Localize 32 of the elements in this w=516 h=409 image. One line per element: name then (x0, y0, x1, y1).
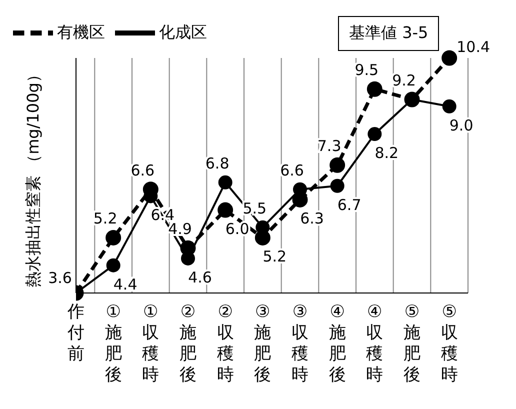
data-label: 8.2 (374, 144, 399, 162)
x-tick-label: ②施肥後 (180, 302, 196, 385)
legend-label: 有機区 (57, 22, 105, 42)
data-label: 6.3 (300, 210, 324, 228)
data-label: 6.6 (130, 161, 155, 180)
x-tick-label: ①施肥後 (104, 302, 122, 385)
data-label: 9.2 (392, 71, 416, 90)
data-label: 4.4 (113, 275, 138, 294)
data-label: 3.6 (48, 269, 72, 287)
data-label: 6.8 (205, 154, 230, 172)
x-tick-label: ③収穫時 (292, 302, 308, 385)
x-tick-label: ①収穫時 (142, 302, 160, 385)
legend-label: 化成区 (159, 22, 207, 42)
x-tick-label: ⑤収穫時 (440, 302, 458, 385)
data-label: 4.6 (188, 268, 212, 286)
data-label: 9.0 (449, 116, 474, 134)
x-tick-label: 作付前 (66, 302, 84, 364)
data-label: 6.0 (225, 220, 250, 238)
data-label: 9.5 (354, 61, 379, 80)
data-label: 5.2 (262, 248, 287, 266)
text: 基準値 3-5 (338, 16, 440, 51)
data-label: 6.7 (337, 196, 362, 214)
data-label: 6.6 (280, 161, 304, 180)
data-label: 5.2 (93, 210, 118, 228)
data-label: 10.4 (456, 38, 490, 56)
x-tick-label: ④施肥後 (328, 302, 346, 385)
y-axis-title: 熱水抽出性窒素 （mg/100g） (24, 66, 43, 288)
data-label: 7.3 (317, 137, 342, 156)
x-tick-label: ②収穫時 (216, 302, 234, 385)
x-tick-label: ⑤施肥後 (404, 302, 420, 385)
x-tick-label: ④収穫時 (366, 302, 384, 385)
x-tick-label: ③施肥後 (254, 302, 272, 385)
